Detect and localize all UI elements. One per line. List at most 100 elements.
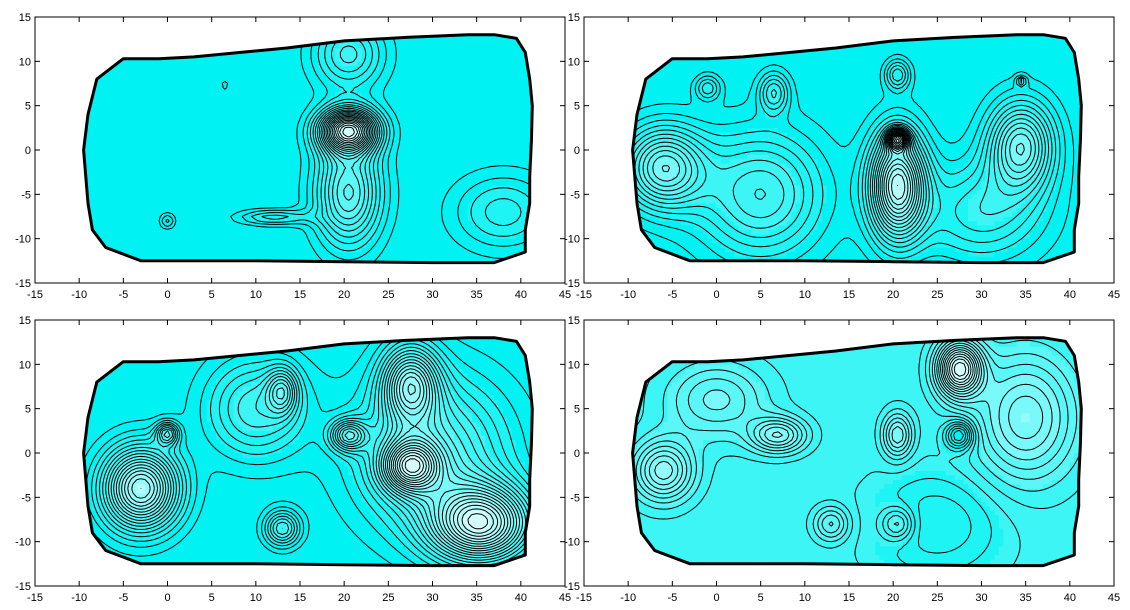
contour-lines	[158, 34, 533, 263]
contour-level	[312, 36, 385, 238]
contour-level	[127, 376, 509, 545]
y-tick-label: 15	[568, 12, 580, 24]
contour-level	[885, 132, 912, 210]
panel-bottom-right: -15 -10 -5 0 5 10 15 20 25 30 35 40 45 -15 -10 -5 0 5 10 15	[564, 315, 1120, 604]
contour-level	[326, 114, 371, 152]
y-tick-label: 0	[25, 145, 31, 157]
x-tick-label: 25	[382, 592, 394, 604]
y-tick-label: 15	[568, 315, 580, 327]
contour-level	[881, 130, 916, 218]
contour-level	[333, 119, 364, 145]
y-tick-label: -15	[15, 581, 31, 593]
contour-level	[654, 344, 982, 480]
contour-level	[118, 365, 518, 552]
y-tick-label: 15	[19, 315, 31, 327]
contour-level	[107, 353, 530, 561]
y-tick-label: 10	[568, 56, 580, 68]
contour-level	[95, 339, 533, 566]
x-tick-label: 10	[250, 592, 262, 604]
contour-level	[110, 356, 527, 559]
y-tick-label: 0	[25, 448, 31, 460]
contour-level	[644, 340, 1053, 490]
contour-level	[342, 126, 355, 138]
x-tick-label: 35	[471, 592, 483, 604]
contour-level	[261, 34, 522, 245]
contour-level	[891, 134, 904, 187]
contour-level	[896, 421, 992, 566]
y-tick-label: -10	[564, 234, 580, 246]
contour-level	[121, 368, 515, 550]
panel-bottom-left: -15 -10 -5 0 5 10 15 20 25 30 35 40 45 -15 -10 -5 0 5 10 15	[15, 315, 571, 604]
contour-level	[325, 113, 372, 154]
x-tick-label: 35	[471, 289, 483, 301]
y-tick-label: 10	[19, 359, 31, 371]
contour-level	[337, 122, 361, 142]
contour-level	[648, 342, 1044, 486]
x-tick-label: 20	[887, 592, 899, 604]
contour-level	[953, 361, 967, 377]
x-tick-label: 40	[515, 592, 527, 604]
y-tick-label: 0	[574, 145, 580, 157]
contour-level	[113, 359, 523, 556]
x-tick-label: 10	[799, 592, 811, 604]
y-tick-label: -5	[570, 189, 580, 201]
contour-level	[140, 447, 502, 540]
y-tick-label: 5	[574, 404, 580, 416]
contour-lines	[83, 337, 533, 566]
contour-level	[318, 107, 379, 220]
contour-level	[635, 337, 1069, 534]
contour-level	[331, 118, 366, 147]
contour-level	[642, 122, 1040, 232]
contour-lines	[632, 337, 1082, 566]
x-tick-label: -10	[620, 592, 636, 604]
y-tick-label: -15	[564, 581, 580, 593]
contour-level	[893, 136, 902, 145]
panel-top-right: -15 -10 -5 0 5 10 15 20 25 30 35 40 45 -15 -10 -5 0 5 10 15	[564, 12, 1120, 301]
contour-level	[404, 458, 421, 473]
y-tick-label: -5	[21, 492, 31, 504]
contour-level	[314, 45, 383, 232]
contour-level	[158, 34, 533, 263]
x-tick-label: 45	[1108, 592, 1120, 604]
x-tick-label: 0	[713, 592, 719, 604]
x-tick-label: 0	[164, 289, 170, 301]
x-tick-label: 0	[164, 592, 170, 604]
contour-level	[887, 132, 909, 206]
x-tick-label: 15	[843, 592, 855, 604]
contour-fill	[632, 337, 1082, 566]
x-tick-label: 40	[1064, 289, 1076, 301]
x-tick-label: -10	[71, 592, 87, 604]
contour-level	[632, 337, 1078, 538]
x-tick-label: 10	[799, 289, 811, 301]
x-tick-label: -5	[118, 289, 128, 301]
x-tick-label: 20	[887, 289, 899, 301]
x-tick-label: 0	[713, 289, 719, 301]
y-tick-label: 5	[574, 101, 580, 113]
x-tick-label: 45	[1108, 289, 1120, 301]
y-tick-label: 5	[25, 404, 31, 416]
x-tick-label: -5	[667, 592, 677, 604]
x-tick-label: -10	[620, 289, 636, 301]
contour-level	[131, 383, 506, 543]
x-tick-label: 15	[294, 592, 306, 604]
x-tick-label: 5	[209, 289, 215, 301]
contour-level	[950, 427, 967, 444]
x-tick-label: 25	[931, 592, 943, 604]
x-tick-label: 30	[975, 289, 987, 301]
domain-boundary	[631, 336, 1083, 568]
contour-level	[947, 425, 969, 447]
x-tick-label: 5	[758, 592, 764, 604]
x-tick-label: 30	[975, 592, 987, 604]
contour-level	[335, 121, 363, 144]
contour-level	[949, 355, 972, 383]
x-tick-label: 20	[338, 289, 350, 301]
x-tick-label: -15	[576, 592, 592, 604]
contour-level	[895, 138, 900, 144]
y-tick-label: 10	[19, 56, 31, 68]
contour-level	[892, 135, 903, 147]
contour-level	[165, 34, 533, 252]
contour-fill	[632, 34, 1082, 263]
contour-level	[634, 113, 1046, 239]
y-tick-label: 10	[568, 359, 580, 371]
contour-level	[646, 127, 1036, 229]
